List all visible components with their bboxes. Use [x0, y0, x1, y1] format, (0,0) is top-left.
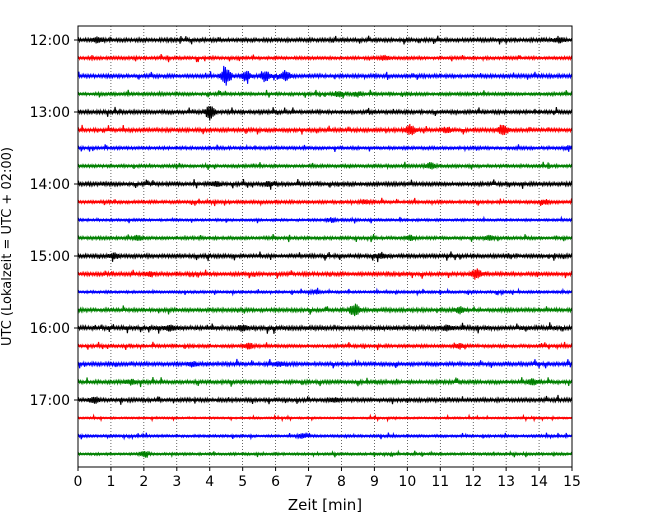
y-tick-label: 16:00 — [30, 321, 70, 337]
x-tick-label: 1 — [106, 474, 115, 490]
trace-1600 — [77, 322, 573, 334]
x-tick-label: 14 — [530, 474, 548, 490]
x-axis-label: Zeit [min] — [288, 496, 362, 514]
x-tick-label: 2 — [139, 474, 148, 490]
y-tick-label: 14:00 — [30, 177, 70, 193]
x-tick-label: 9 — [370, 474, 379, 490]
x-tick-label: 4 — [205, 474, 214, 490]
y-tick-label: 12:00 — [30, 33, 70, 49]
trace-1200 — [77, 35, 573, 45]
x-tick-label: 13 — [497, 474, 515, 490]
x-tick-label: 7 — [304, 474, 313, 490]
x-tick-label: 15 — [563, 474, 581, 490]
y-tick-label: 13:00 — [30, 105, 70, 121]
x-tick-label: 3 — [172, 474, 181, 490]
trace-1445 — [77, 233, 573, 243]
x-tick-label: 0 — [74, 474, 83, 490]
x-axis-ticks: 0 1 2 3 4 5 6 7 8 9 10 11 12 13 14 15 — [74, 467, 581, 490]
trace-1315 — [77, 123, 573, 136]
x-tick-label: 8 — [337, 474, 346, 490]
trace-1515 — [77, 268, 573, 280]
trace-1700 — [77, 394, 573, 405]
y-tick-label: 15:00 — [30, 249, 70, 265]
x-tick-label: 10 — [398, 474, 416, 490]
x-tick-label: 12 — [464, 474, 482, 490]
trace-1230 — [77, 65, 573, 86]
x-tick-label: 6 — [271, 474, 280, 490]
x-tick-label: 11 — [431, 474, 449, 490]
seismic-traces — [77, 35, 573, 459]
y-axis-label: UTC (Lokalzeit = UTC + 02:00) — [0, 147, 15, 346]
trace-1245 — [77, 89, 573, 99]
plot-frame — [77, 25, 573, 468]
y-axis-ticks: 12:00 13:00 14:00 15:00 16:00 17:00 — [30, 33, 78, 409]
x-tick-label: 5 — [238, 474, 247, 490]
trace-1300 — [77, 105, 573, 121]
y-tick-label: 17:00 — [30, 393, 70, 409]
